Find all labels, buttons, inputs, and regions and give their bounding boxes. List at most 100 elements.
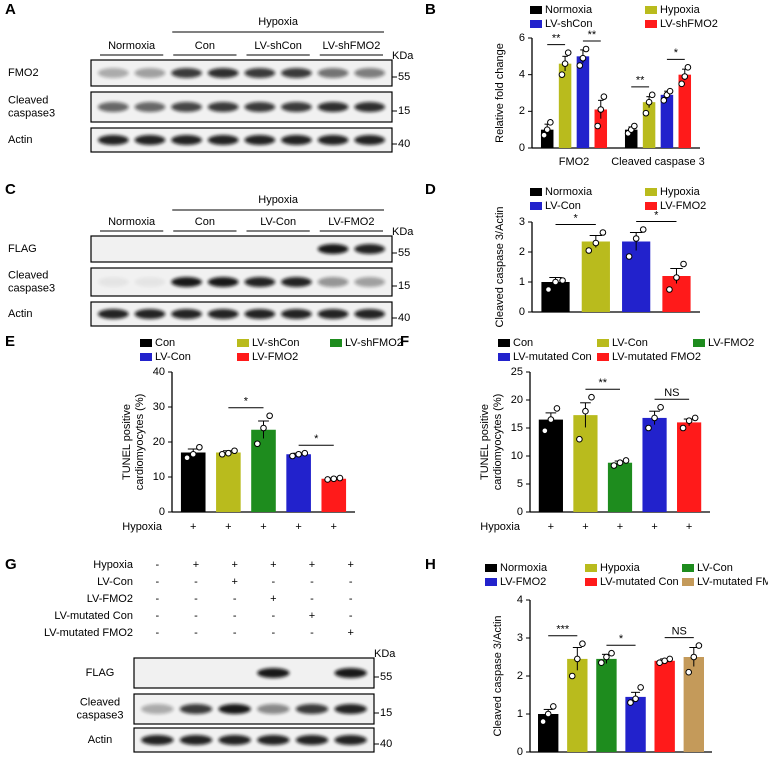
size-marker: 40 (380, 738, 392, 750)
data-point (639, 226, 647, 233)
significance-label: * (314, 433, 319, 445)
legend-swatch (682, 564, 694, 572)
condition-mark: + (225, 521, 231, 533)
legend-label: LV-FMO2 (500, 576, 546, 588)
condition-mark: + (548, 521, 554, 533)
y-tick-label: 0 (159, 506, 165, 518)
data-point (183, 454, 191, 462)
group-label: LV-shFMO2 (322, 40, 380, 52)
y-tick-label: 3 (517, 632, 523, 644)
x-tick-label: Cleaved caspase 3 (611, 156, 705, 168)
row-label: FLAG (86, 667, 115, 679)
bar (683, 657, 704, 752)
y-tick-label: 20 (153, 436, 165, 448)
blot-band (97, 309, 129, 319)
blot-band (244, 277, 276, 287)
condition-mark: - (233, 593, 237, 605)
blot-band (171, 309, 202, 319)
data-point (189, 450, 197, 458)
data-point (695, 642, 703, 649)
legend-label: LV-mutated Con (513, 351, 592, 363)
legend-label: LV-Con (697, 562, 733, 574)
condition-mark: - (155, 576, 159, 588)
condition-mark: - (233, 627, 237, 639)
condition-mark: - (310, 593, 314, 605)
condition-mark: + (270, 593, 276, 605)
significance-label: ** (636, 75, 645, 87)
condition-mark: + (651, 521, 657, 533)
bar (625, 696, 646, 752)
blot-box (133, 727, 375, 753)
data-point (645, 424, 652, 432)
legend-swatch (693, 339, 705, 347)
blot-box (133, 693, 375, 725)
data-point (231, 447, 238, 455)
data-point (600, 93, 608, 100)
significance-label: ** (552, 33, 561, 45)
legend-label: LV-shFMO2 (660, 18, 718, 30)
blot-band (295, 735, 329, 745)
condition-label: Hypoxia (93, 559, 134, 571)
data-point (622, 457, 630, 464)
y-tick-label: 30 (153, 401, 165, 413)
blot-band (179, 704, 213, 714)
significance-label: ** (598, 377, 607, 389)
condition-mark: - (349, 610, 353, 622)
significance-label: * (654, 209, 659, 221)
data-point (690, 653, 698, 661)
condition-mark: + (231, 576, 237, 588)
legend-label: Hypoxia (660, 186, 701, 198)
y-axis-label: TUNEL positive (121, 404, 133, 480)
condition-mark: + (686, 521, 692, 533)
data-point (544, 710, 552, 718)
data-point (637, 684, 644, 691)
data-point (330, 475, 338, 483)
group-label: LV-shCon (254, 40, 302, 52)
panel-letter: H (425, 556, 436, 573)
condition-label: LV-mutated FMO2 (44, 627, 133, 639)
condition-mark: - (155, 610, 159, 622)
y-tick-label: 2 (519, 246, 525, 258)
condition-mark: - (194, 627, 198, 639)
bar (622, 241, 651, 312)
blot-band (179, 735, 213, 745)
size-marker: 15 (398, 105, 410, 117)
data-point (673, 274, 680, 281)
blot-box (133, 657, 375, 689)
blot-band (257, 735, 290, 745)
group-label: Con (195, 40, 215, 52)
data-point (666, 87, 674, 95)
data-point (642, 109, 650, 117)
condition-mark: - (310, 576, 314, 588)
data-point (579, 54, 587, 62)
condition-mark: + (193, 559, 199, 571)
row-label: Actin (8, 134, 32, 146)
legend-label: LV-FMO2 (660, 200, 706, 212)
row-label: caspase3 (8, 107, 55, 119)
y-tick-label: 0 (519, 142, 525, 154)
bar (321, 478, 347, 512)
data-point (254, 440, 261, 448)
data-point (218, 450, 226, 458)
bar (594, 109, 608, 148)
bar (678, 74, 692, 148)
bar (286, 454, 311, 512)
row-label: FMO2 (8, 67, 39, 79)
y-tick-label: 10 (153, 471, 165, 483)
blot-band (244, 68, 276, 78)
row-label: Cleaved (80, 696, 120, 708)
y-tick-label: 1 (517, 708, 523, 720)
condition-mark: + (617, 521, 623, 533)
condition-mark: + (231, 559, 237, 571)
data-point (549, 703, 557, 710)
blot-band (97, 277, 129, 287)
row-label: Cleaved (8, 94, 48, 106)
blot-band (334, 704, 367, 714)
bar (216, 452, 241, 512)
data-point (301, 449, 309, 457)
data-point (564, 49, 572, 56)
legend-label: LV-mutated FMO2 (697, 576, 768, 588)
legend-label: LV-FMO2 (252, 351, 298, 363)
y-axis-label: Cleaved caspase 3/Actin (492, 615, 504, 736)
legend-swatch (597, 339, 609, 347)
